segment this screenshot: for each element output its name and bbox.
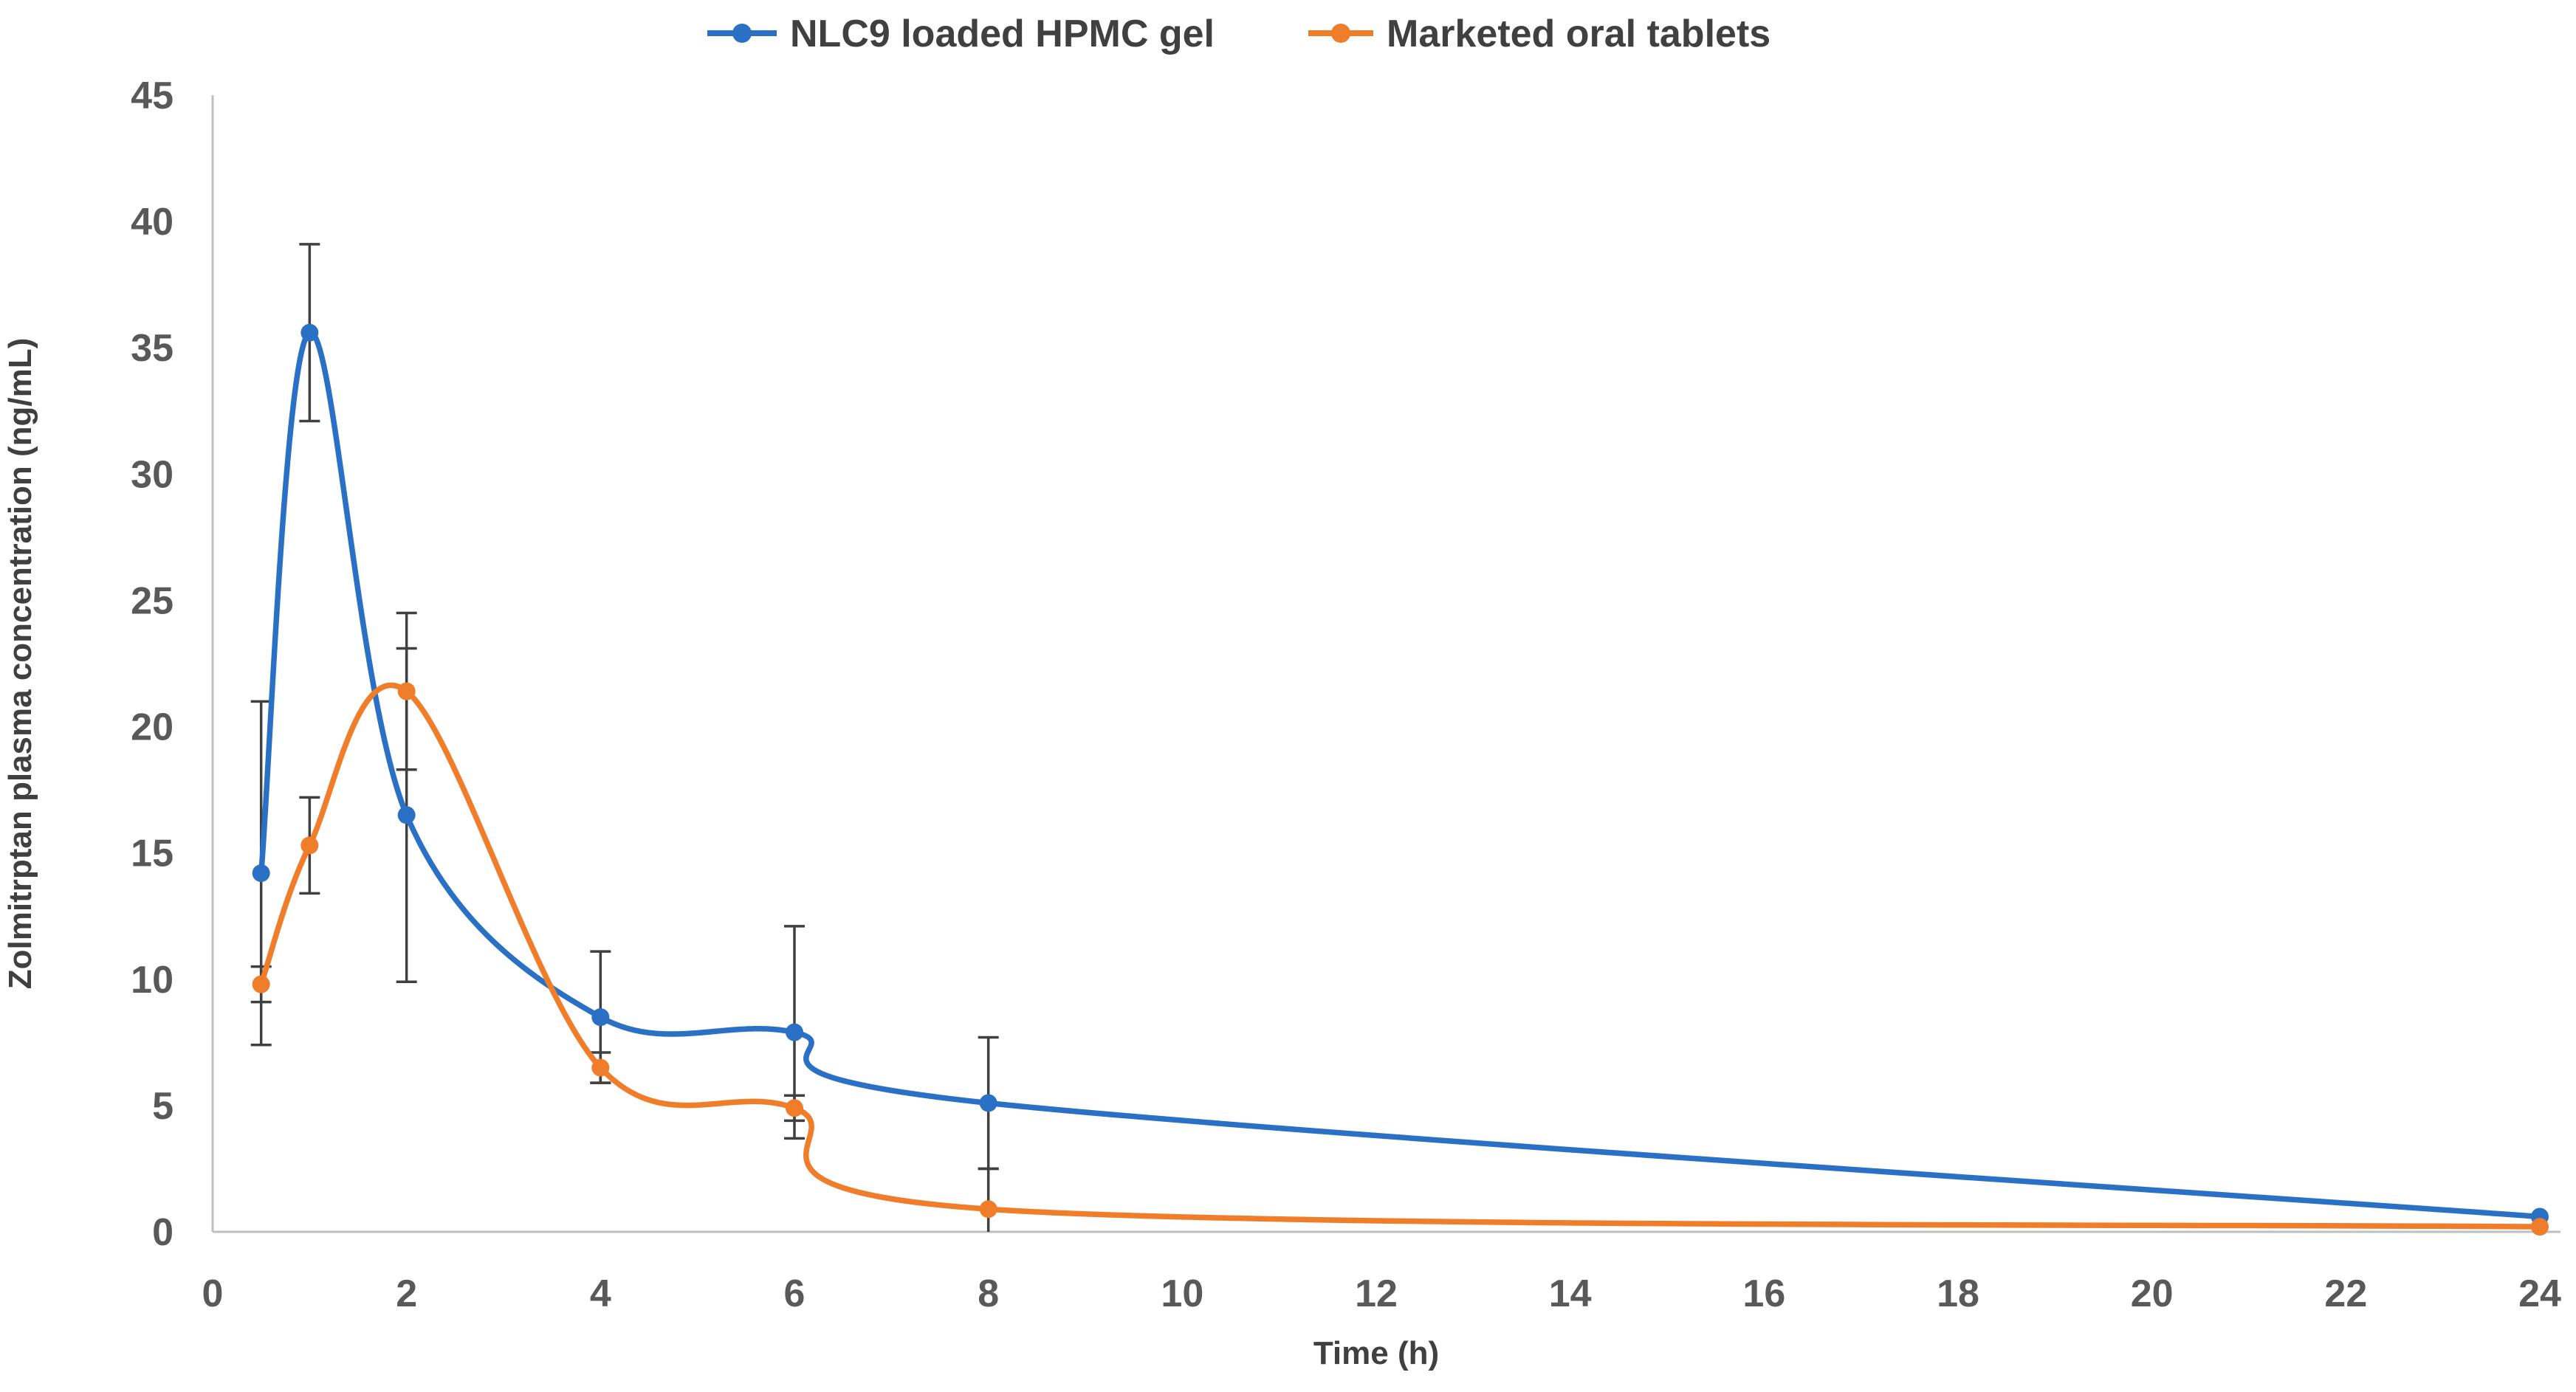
y-tick-label: 15	[131, 833, 174, 875]
y-tick-label: 25	[131, 579, 174, 622]
data-point-series-1	[591, 1058, 610, 1077]
legend-item-nlc9-gel: NLC9 loaded HPMC gel	[707, 13, 1215, 55]
x-axis-title: Time (h)	[1313, 1335, 1439, 1371]
data-point-series-0	[300, 323, 319, 342]
y-tick-label: 30	[131, 453, 174, 496]
legend-marker-icon	[1331, 24, 1350, 43]
y-tick-label: 40	[131, 201, 174, 244]
y-tick-label: 5	[152, 1085, 174, 1128]
data-point-series-0	[252, 864, 270, 883]
series-line-1	[258, 682, 2543, 1230]
x-tick-label: 22	[2324, 1272, 2367, 1315]
data-point-series-1	[252, 975, 270, 993]
data-point-series-0	[786, 1023, 803, 1041]
legend-marker-icon	[732, 24, 752, 43]
legend-label: NLC9 loaded HPMC gel	[790, 13, 1215, 55]
data-point-series-0	[979, 1094, 997, 1112]
legend: NLC9 loaded HPMC gel Marketed oral table…	[707, 13, 1770, 55]
y-axis-title: Zolmitrptan plasma concentration (ng/mL)	[2, 338, 38, 990]
y-tick-label: 10	[131, 959, 174, 1002]
x-tick-label: 14	[1549, 1272, 1592, 1315]
data-point-series-0	[397, 806, 416, 824]
x-tick-label: 2	[396, 1272, 417, 1315]
x-tick-label: 8	[978, 1272, 999, 1315]
legend-item-oral-tablets: Marketed oral tablets	[1308, 13, 1770, 55]
y-tick-label: 45	[131, 75, 174, 117]
y-tick-label: 0	[152, 1211, 174, 1254]
data-point-series-1	[979, 1200, 997, 1219]
x-tick-label: 0	[202, 1272, 224, 1315]
x-tick-label: 18	[1937, 1272, 1979, 1315]
data-point-series-1	[2531, 1218, 2549, 1236]
data-point-series-1	[300, 836, 319, 855]
x-tick-label: 12	[1355, 1272, 1398, 1315]
x-tick-label: 6	[784, 1272, 806, 1315]
y-tick-label: 20	[131, 706, 174, 749]
x-tick-label: 10	[1161, 1272, 1203, 1315]
data-point-series-0	[591, 1008, 610, 1027]
x-tick-label: 24	[2518, 1272, 2561, 1315]
y-tick-label: 35	[131, 327, 174, 370]
x-tick-label: 16	[1742, 1272, 1785, 1315]
data-point-series-1	[397, 682, 416, 700]
legend-label: Marketed oral tablets	[1387, 13, 1770, 55]
x-tick-label: 20	[2131, 1272, 2174, 1315]
x-tick-label: 4	[590, 1272, 611, 1315]
data-point-series-1	[786, 1099, 803, 1117]
